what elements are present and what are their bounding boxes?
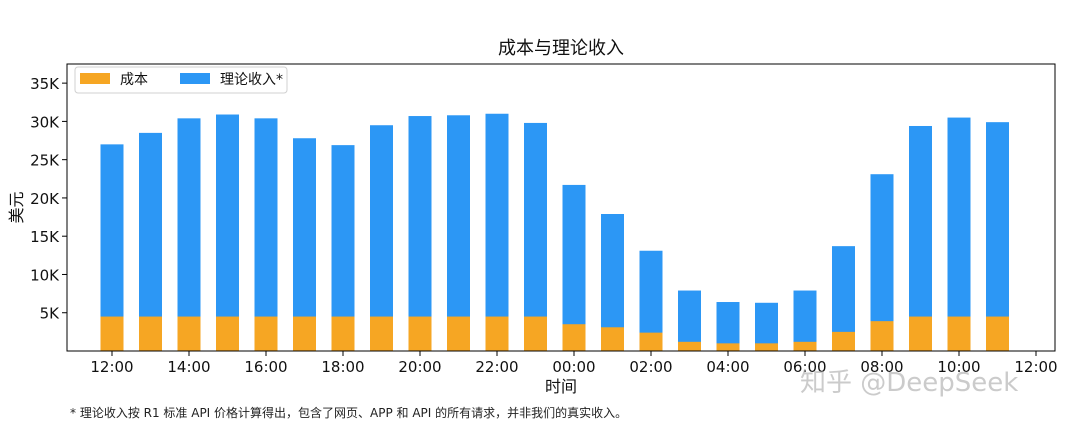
cost-bar (370, 316, 393, 351)
x-tick-label: 14:00 (167, 358, 210, 376)
bars-group (100, 113, 1009, 352)
cost-bar (870, 321, 894, 351)
x-tick-label: 22:00 (475, 358, 518, 376)
revenue-bar (524, 122, 547, 351)
cost-bar (177, 316, 201, 351)
revenue-bar (793, 290, 817, 351)
cost-bar (755, 343, 778, 351)
x-tick-label: 02:00 (629, 358, 672, 376)
legend-label: 成本 (120, 72, 148, 88)
x-tick-label: 08:00 (860, 358, 903, 376)
y-tick-label: 5K (40, 305, 61, 323)
x-tick-label: 06:00 (783, 358, 826, 376)
cost-bar (331, 316, 355, 351)
watermark: 知乎 @DeepSeek (800, 368, 1019, 398)
legend: 成本 理论收入* (74, 66, 288, 94)
cost-bar (139, 316, 162, 351)
x-tick-label: 12:00 (90, 358, 133, 376)
cost-bar (716, 343, 740, 351)
x-tick-label: 10:00 (937, 358, 980, 376)
legend-swatch (80, 73, 110, 84)
cost-bar (524, 316, 547, 351)
cost-bar (909, 316, 932, 351)
x-axis-label: 时间 (545, 377, 577, 396)
revenue-bar (947, 117, 971, 351)
x-tick-label: 12:00 (1014, 358, 1057, 376)
cost-bar (100, 316, 124, 351)
y-tick-label: 20K (30, 190, 60, 208)
revenue-bar (254, 118, 278, 351)
cost-bar (947, 316, 971, 351)
revenue-bar (601, 214, 624, 351)
cost-bar (485, 316, 509, 351)
cost-bar (447, 316, 470, 351)
cost-bar (254, 316, 278, 351)
chart-title: 成本与理论收入 (498, 38, 624, 59)
revenue-bar (216, 114, 239, 352)
y-axis-label: 美元 (7, 191, 26, 223)
revenue-bar (639, 250, 663, 351)
revenue-bar (447, 115, 470, 351)
plot-frame (66, 63, 1056, 352)
y-tick-label: 30K (30, 113, 60, 131)
revenue-bar (832, 246, 855, 351)
revenue-bar (177, 118, 201, 351)
cost-bar (408, 316, 432, 351)
revenue-bar (755, 302, 778, 351)
x-tick-label: 04:00 (706, 358, 749, 376)
axes-group: 5K 10K 15K 20K 25K 30K 35K 12:00 14:00 16:00 18:00… (30, 63, 1058, 376)
cost-bar (562, 324, 586, 351)
x-tick-label: 00:00 (552, 358, 595, 376)
revenue-bar (293, 138, 316, 351)
cost-bar (601, 327, 624, 351)
y-tick-label: 25K (30, 152, 60, 170)
cost-bar (216, 316, 239, 351)
cost-bar (832, 331, 855, 351)
x-tick-label: 16:00 (244, 358, 287, 376)
footnote: * 理论收入按 R1 标准 API 价格计算得出，包含了网页、APP 和 API… (70, 406, 628, 420)
revenue-bar (562, 184, 586, 351)
cost-bar (639, 332, 663, 351)
x-tick-label: 20:00 (398, 358, 441, 376)
y-tick-label: 15K (30, 228, 60, 246)
revenue-bar (100, 144, 124, 351)
cost-bar (678, 341, 701, 351)
revenue-bar (909, 125, 932, 351)
cost-bar (793, 341, 817, 351)
cost-bar (986, 316, 1009, 351)
legend-swatch (180, 73, 210, 84)
revenue-bar (485, 113, 509, 351)
revenue-bar (408, 116, 432, 351)
y-tick-label: 35K (30, 75, 60, 93)
revenue-bar (331, 145, 355, 351)
revenue-bar (678, 290, 701, 351)
y-tick-label: 10K (30, 266, 60, 284)
x-tick-label: 18:00 (321, 358, 364, 376)
revenue-bar (370, 125, 393, 351)
revenue-bar (870, 174, 894, 351)
revenue-bar (986, 122, 1009, 351)
cost-bar (293, 316, 316, 351)
revenue-bar (139, 132, 162, 351)
revenue-bar (716, 302, 740, 351)
legend-label: 理论收入* (220, 72, 283, 88)
